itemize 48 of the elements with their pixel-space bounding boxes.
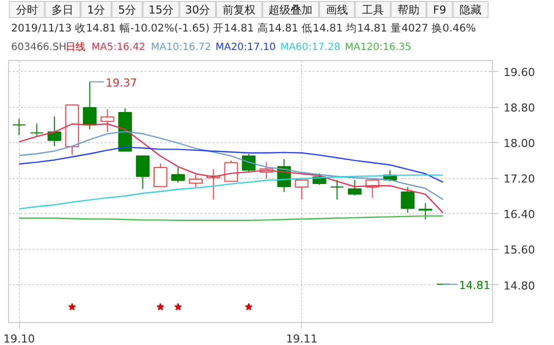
text: 19.37 bbox=[106, 76, 138, 90]
text: 超级叠加 bbox=[268, 4, 313, 16]
text: 画线 bbox=[326, 4, 348, 16]
candlestick bbox=[100, 108, 114, 132]
chart-title: 603466.SH bbox=[11, 42, 66, 53]
text: 分时 bbox=[16, 4, 38, 16]
line-series bbox=[18, 146, 444, 183]
text: 5分 bbox=[118, 4, 136, 16]
text: 隐藏 bbox=[460, 4, 482, 16]
text: 多日 bbox=[52, 4, 74, 16]
text: 前复权 bbox=[222, 4, 256, 16]
candlestick bbox=[82, 81, 97, 130]
y-tick-label: 14.80 bbox=[504, 279, 535, 292]
candlestick bbox=[188, 174, 203, 189]
y-tick-label: 17.20 bbox=[504, 172, 535, 186]
candlestick bbox=[48, 116, 62, 147]
text: 工具 bbox=[362, 4, 384, 16]
candlestick bbox=[294, 179, 309, 200]
candlestick bbox=[348, 179, 362, 196]
candlestick bbox=[12, 118, 26, 136]
candlestick bbox=[30, 123, 44, 137]
text: MA10:16.72 bbox=[150, 42, 212, 53]
text: MA60:17.28 bbox=[280, 42, 340, 53]
x-tick-label: 19.11 bbox=[286, 332, 318, 345]
y-tick-label: 18.00 bbox=[504, 137, 535, 150]
candlestick bbox=[136, 155, 150, 190]
y-tick-label: 16.40 bbox=[504, 208, 535, 222]
text: 30分 bbox=[185, 4, 210, 16]
candlestick bbox=[330, 179, 344, 200]
y-tick-label: 19.60 bbox=[504, 66, 535, 80]
text: 14.81 bbox=[458, 278, 490, 292]
candlestick bbox=[224, 160, 238, 182]
text: MA120:16.35 bbox=[344, 42, 412, 53]
candlestick bbox=[400, 186, 415, 214]
candlestick bbox=[171, 167, 185, 184]
text: MA20:17.10 bbox=[216, 42, 276, 53]
y-tick-label: 18.80 bbox=[504, 102, 535, 115]
candlestick bbox=[154, 163, 168, 188]
text: 15分 bbox=[148, 4, 174, 16]
text: MA5:16.42 bbox=[91, 42, 146, 53]
text: F9 bbox=[432, 4, 446, 16]
y-tick-label: 15.60 bbox=[504, 244, 535, 257]
text: 帮助 bbox=[398, 4, 420, 16]
legend-title: 日线 bbox=[65, 41, 86, 53]
line-series bbox=[18, 130, 444, 200]
text: 1分 bbox=[87, 4, 106, 16]
chart-subtitle: 2019/11/13 收14.81 幅-10.02%(-1.65) 开14.81 高14.81 低14.81 均14.81 量4027 换0.46% bbox=[11, 22, 476, 34]
x-tick-label: 19.10 bbox=[3, 332, 35, 345]
